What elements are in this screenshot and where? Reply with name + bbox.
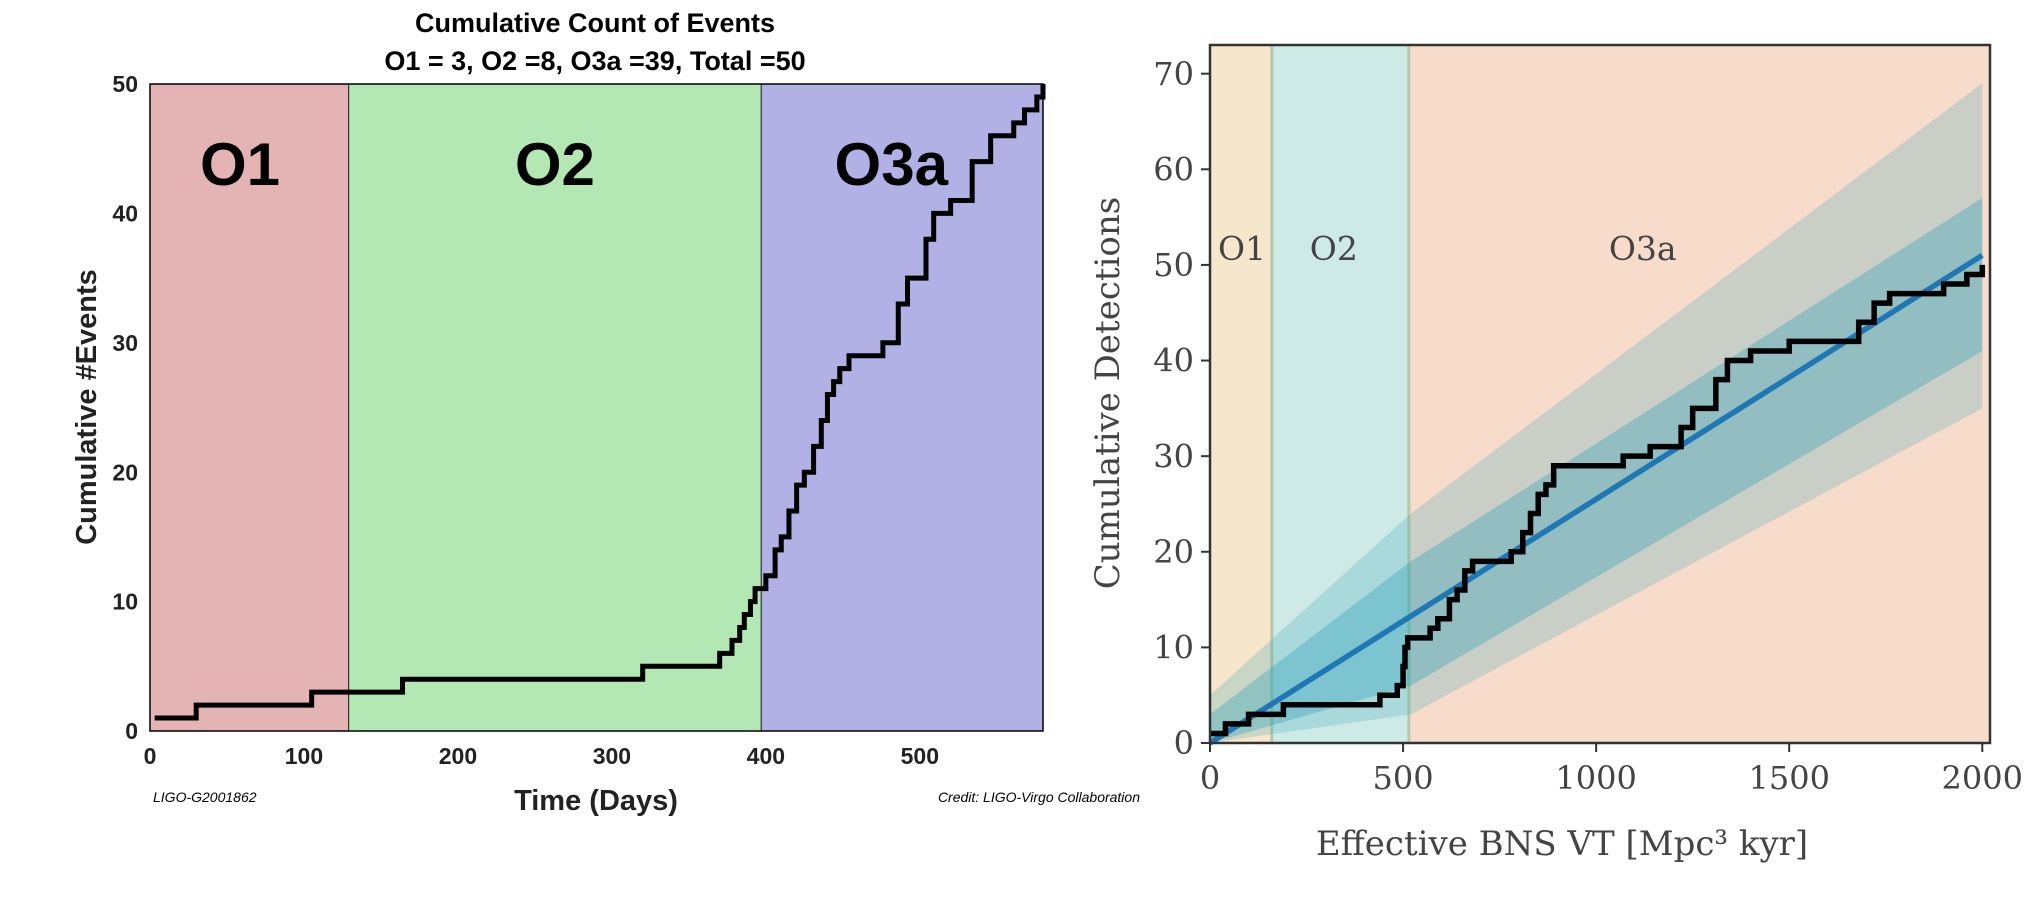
left-y-ticks: 0 10 20 30 40 50 [112, 71, 138, 744]
right-x-tick-label: 1500 [1748, 759, 1829, 797]
right-band-1 [1210, 83, 1983, 743]
left-series-line [154, 84, 1046, 721]
left-x-tick-label: 400 [747, 743, 785, 769]
right-region-o3a [1408, 45, 1990, 743]
right-region-o2 [1271, 45, 1409, 743]
right-y-tick-label: 60 [1153, 151, 1194, 189]
right-x-axis-label: Effective BNS VT [Mpc³ kyr] [1316, 824, 1808, 864]
right-y-tick-label: 10 [1153, 629, 1194, 667]
left-chart: Cumulative Count of Events O1 = 3, O2 =8… [71, 8, 1140, 817]
right-series-line [1210, 264, 1986, 737]
left-x-ticks: 0 100 200 300 400 500 [144, 743, 939, 769]
right-y-axis-label: Cumulative Detections [1088, 197, 1128, 589]
left-x-tick-label: 0 [144, 743, 157, 769]
left-footer-id: LIGO-G2001862 [153, 789, 257, 805]
right-y-tick-label: 70 [1153, 55, 1194, 93]
left-series-layer [154, 84, 1046, 721]
left-chart-title: Cumulative Count of Events [415, 8, 775, 38]
right-x-ticks: 0 500 1000 1500 2000 [1200, 743, 2023, 797]
right-plot-frame [1208, 43, 1992, 745]
left-y-axis-label: Cumulative #Events [71, 269, 103, 545]
right-y-tick-label: 50 [1153, 246, 1194, 284]
right-chart: O1 O2 O3a 0 500 1000 1500 2000 0 10 20 30 40 50 60 70… [1088, 43, 2023, 864]
right-x-tick-label: 2000 [1942, 759, 2023, 797]
right-y-tick-label: 40 [1153, 342, 1194, 380]
right-region-label-o2: O2 [1310, 229, 1358, 268]
left-y-tick-label: 30 [112, 330, 138, 356]
left-chart-subtitle: O1 = 3, O2 =8, O3a =39, Total =50 [384, 46, 805, 76]
left-y-tick-label: 20 [112, 459, 138, 485]
right-y-tick-label: 0 [1174, 724, 1194, 762]
left-y-tick-label: 50 [112, 71, 138, 97]
right-x-tick-label: 500 [1373, 759, 1434, 797]
left-x-tick-label: 100 [285, 743, 323, 769]
left-region-o2 [348, 84, 762, 731]
right-band-0 [1210, 197, 1983, 743]
left-footer-credit: Credit: LIGO-Virgo Collaboration [938, 789, 1140, 805]
left-region-label-o3a: O3a [835, 131, 949, 198]
left-region-bands: O1 O2 O3a [150, 84, 1043, 731]
right-x-tick-label: 0 [1200, 759, 1220, 797]
left-region-o3a [761, 84, 1043, 731]
right-region-o1 [1210, 45, 1272, 743]
left-x-tick-label: 200 [439, 743, 477, 769]
right-region-label-o3a: O3a [1609, 229, 1677, 268]
left-y-tick-label: 10 [112, 589, 138, 615]
right-uncertainty-bands [1210, 83, 1983, 743]
left-region-label-o1: O1 [200, 131, 280, 198]
right-y-ticks: 0 10 20 30 40 50 60 70 [1153, 55, 1210, 762]
left-plot-frame [149, 83, 1044, 732]
right-y-tick-label: 20 [1153, 533, 1194, 571]
right-series-layer [1208, 253, 1986, 746]
right-x-tick-label: 1000 [1555, 759, 1636, 797]
right-y-tick-label: 30 [1153, 437, 1194, 475]
left-y-tick-label: 40 [112, 200, 138, 226]
left-x-tick-label: 300 [593, 743, 631, 769]
left-x-axis-label: Time (Days) [514, 785, 678, 817]
left-region-label-o2: O2 [515, 131, 595, 198]
right-series-line [1208, 253, 1984, 746]
left-x-tick-label: 500 [901, 743, 939, 769]
left-y-tick-label: 0 [125, 718, 138, 744]
right-region-bands: O1 O2 O3a [1210, 45, 1990, 743]
left-region-o1 [150, 84, 349, 731]
right-region-label-o1: O1 [1218, 229, 1266, 268]
